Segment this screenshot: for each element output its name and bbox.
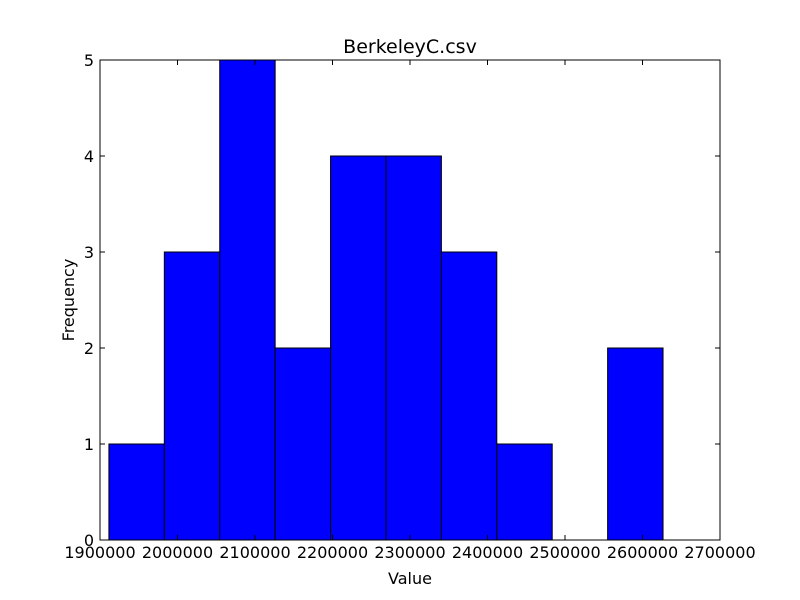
chart-title: BerkeleyC.csv <box>343 36 477 58</box>
histogram-bar <box>330 155 387 541</box>
y-tick-label: 4 <box>84 147 94 166</box>
histogram-bar <box>607 347 664 541</box>
x-tick-label: 1900000 <box>64 543 135 562</box>
y-tick-label: 0 <box>84 531 94 550</box>
tick-labels-group: 1900000 2000000 2100000 2200000 2300000 24000… <box>64 51 755 562</box>
x-tick-label: 2200000 <box>297 543 368 562</box>
histogram-bar <box>274 347 332 541</box>
x-tick-label: 2600000 <box>607 543 678 562</box>
plot-frame <box>99 59 721 541</box>
bars-group <box>108 59 664 541</box>
x-tick-label: 2700000 <box>684 543 755 562</box>
x-tick-label: 2300000 <box>374 543 445 562</box>
y-axis-label: Frequency <box>59 259 78 342</box>
histogram-bar <box>163 251 221 541</box>
histogram-bar <box>496 443 553 541</box>
x-tick-label: 2100000 <box>219 543 290 562</box>
x-tick-label: 2400000 <box>452 543 523 562</box>
y-tick-label: 2 <box>84 339 94 358</box>
histogram-bar <box>385 155 442 541</box>
histogram-bar <box>219 59 276 541</box>
y-tick-label: 3 <box>84 243 94 262</box>
x-tick-label: 2500000 <box>529 543 600 562</box>
histogram-bar <box>108 443 165 541</box>
y-tick-label: 5 <box>84 51 94 70</box>
histogram-bar <box>440 251 498 541</box>
x-tick-label: 2000000 <box>142 543 213 562</box>
y-tick-label: 1 <box>84 435 94 454</box>
x-axis-label: Value <box>388 569 432 588</box>
